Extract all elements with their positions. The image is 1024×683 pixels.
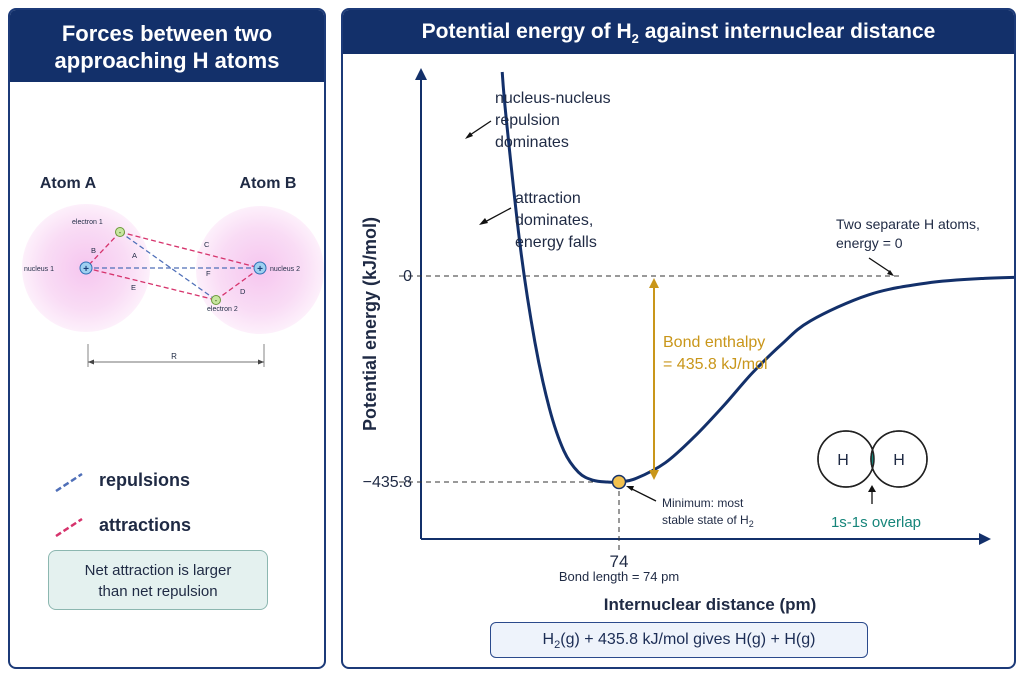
overlap-left-outline	[817, 430, 875, 488]
potential-energy-chart: 0 −435.8 74 Potential energy (kJ/mol) In…	[360, 68, 1014, 614]
legend-attractions-label: attractions	[99, 515, 192, 535]
potential-energy-curve	[500, 71, 1014, 484]
repulsion-swatch	[55, 472, 83, 492]
net-attraction-line-2: than net repulsion	[98, 583, 218, 600]
bond-enthalpy-label-2: = 435.8 kJ/mol	[663, 356, 768, 373]
forces-title-line-1: Forces between two	[61, 21, 273, 46]
attraction-c-line	[119, 231, 261, 269]
annotation-minimum-2-text: stable state of H	[662, 513, 749, 527]
electron-2-label: electron 2	[207, 306, 238, 313]
annotation-minimum-1: Minimum: most	[662, 496, 744, 510]
electron-2-dot	[211, 295, 221, 305]
annotation-separate-2: energy = 0	[836, 235, 903, 251]
forces-title-line-2: approaching H atoms	[54, 48, 280, 73]
nucleus-2-dot	[253, 261, 267, 275]
separate-pointer	[868, 257, 891, 273]
overlap-pointer-head	[868, 485, 876, 492]
overlap-caption: 1s-1s overlap	[831, 514, 921, 531]
equation-h2-sub: 2	[554, 639, 561, 652]
forces-panel-title: Forces between two approaching H atoms	[10, 10, 324, 82]
electron-2-sign: -	[215, 296, 218, 305]
separate-pointer-head	[887, 270, 894, 276]
attraction-pointer	[482, 207, 512, 224]
annotation-repulsion-3: dominates	[495, 134, 569, 151]
equation-h2: H	[542, 631, 555, 648]
dissociation-equation: H2(g) + 435.8 kJ/mol gives H(g) + H(g)	[490, 622, 868, 658]
bond-length-label: Bond length = 74 pm	[559, 569, 679, 584]
bond-enthalpy-label-1: Bond enthalpy	[663, 334, 765, 351]
force-d-label: D	[240, 287, 246, 296]
y-tick-minimum: −435.8	[363, 474, 412, 491]
attraction-pointer-head	[479, 218, 488, 225]
bond-enthalpy-arrowhead-top	[649, 278, 659, 288]
legend-repulsions-label: repulsions	[99, 470, 191, 490]
minimum-pointer	[629, 487, 657, 502]
x-axis-title: Internuclear distance (pm)	[604, 595, 817, 614]
force-f-label: F	[206, 269, 211, 278]
annotation-minimum-2: stable state of H2	[662, 513, 754, 529]
nucleus-1-dot	[79, 261, 93, 275]
attraction-d-line	[215, 267, 261, 301]
nucleus-2-sign: +	[257, 264, 263, 275]
atom-a-label: Atom A	[40, 175, 97, 192]
overlap-right-outline	[870, 430, 928, 488]
x-tick-bond-length: 74	[610, 552, 629, 571]
force-a-label: A	[132, 251, 137, 260]
y-axis-title: Potential energy (kJ/mol)	[360, 217, 380, 431]
overlap-right-label: H	[893, 452, 905, 469]
annotation-separate-1: Two separate H atoms,	[836, 216, 980, 232]
attraction-e-line	[85, 267, 217, 301]
minimum-pointer-head	[626, 486, 634, 491]
annotation-repulsion-1: nucleus-nucleus	[495, 90, 611, 107]
electron-1-label: electron 1	[72, 219, 103, 226]
nucleus-2-label: nucleus 2	[270, 266, 300, 273]
equation-rest: (g) + 435.8 kJ/mol gives H(g) + H(g)	[560, 631, 816, 648]
net-attraction-line-1: Net attraction is larger	[84, 562, 232, 579]
y-axis-arrowhead	[415, 68, 427, 80]
repulsion-pointer-head	[465, 132, 473, 139]
annotation-attraction-1: attraction	[515, 190, 581, 207]
atom-b-label: Atom B	[240, 175, 297, 192]
force-c-label: C	[204, 240, 210, 249]
energy-title-sub: 2	[631, 31, 639, 47]
bond-enthalpy-arrowhead-bottom	[649, 470, 659, 480]
annotation-minimum-2-sub: 2	[749, 519, 754, 529]
repulsion-a-line	[119, 231, 217, 301]
nucleus-1-label: nucleus 1	[24, 266, 54, 273]
energy-title-post: against internuclear distance	[638, 20, 936, 43]
net-attraction-box: Net attraction is larger than net repuls…	[48, 550, 268, 610]
x-axis-arrowhead	[979, 533, 991, 545]
nucleus-1-sign: +	[83, 264, 89, 275]
annotation-attraction-2: dominates,	[515, 212, 593, 229]
electron-1-dot	[115, 227, 125, 237]
energy-panel: Potential energy of H2 against internucl…	[341, 8, 1016, 669]
forces-diagram: Atom A Atom B + + - - electron 1 electro…	[22, 175, 324, 367]
force-e-label: E	[131, 283, 136, 292]
minimum-point	[611, 474, 627, 490]
energy-title-pre: Potential energy of H	[421, 20, 632, 43]
annotation-repulsion-2: repulsion	[495, 112, 560, 129]
overlap-left-label: H	[837, 452, 849, 469]
attraction-b-line	[85, 231, 121, 269]
y-tick-zero: 0	[403, 268, 412, 285]
forces-panel: Forces between two approaching H atoms A…	[8, 8, 326, 669]
attraction-swatch	[55, 517, 83, 537]
r-label: R	[171, 352, 177, 361]
force-b-label: B	[91, 246, 96, 255]
energy-panel-title: Potential energy of H2 against internucl…	[343, 10, 1014, 54]
electron-1-sign: -	[119, 228, 122, 237]
annotation-attraction-3: energy falls	[515, 234, 597, 251]
